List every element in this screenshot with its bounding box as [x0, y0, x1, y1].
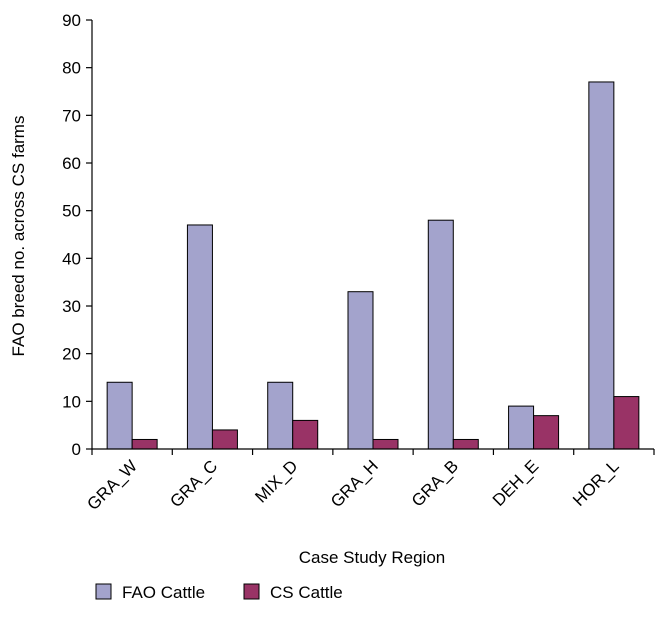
bar-fao-cattle-gra_h [347, 291, 374, 450]
bar-fao-cattle-gra_w [106, 381, 133, 450]
bar-fao-cattle-gra_b [427, 219, 454, 450]
bar-cs-cattle-hor_l [613, 396, 640, 450]
legend-swatch-cs-cattle [243, 583, 260, 600]
x-tick-label: HOR_L [569, 456, 623, 510]
bar-cs-cattle-deh_e [533, 415, 560, 450]
y-tick-label: 0 [72, 440, 81, 459]
bar-fao-cattle-hor_l [588, 81, 615, 450]
x-axis-title: Case Study Region [299, 548, 445, 567]
bar-cs-cattle-gra_h [372, 438, 399, 450]
bar-cs-cattle-gra_c [211, 429, 238, 450]
y-tick-label: 60 [62, 154, 81, 173]
bars [106, 81, 640, 450]
bar-cs-cattle-gra_b [452, 438, 479, 450]
y-tick-label: 90 [62, 11, 81, 30]
x-tick-label: GRA_C [166, 456, 221, 511]
y-tick-label: 70 [62, 106, 81, 125]
x-tick-label: GRA_B [408, 456, 462, 510]
bar-fao-cattle-gra_c [186, 224, 213, 450]
bar-cs-cattle-gra_w [131, 438, 158, 450]
y-tick-label: 50 [62, 202, 81, 221]
y-tick-label: 30 [62, 297, 81, 316]
legend-swatch-fao-cattle [95, 583, 112, 600]
x-tick-label: GRA_H [327, 456, 382, 511]
y-axis-ticks: 0 10 20 30 40 50 60 70 80 90 [62, 11, 92, 459]
y-tick-label: 80 [62, 59, 81, 78]
y-tick-label: 40 [62, 249, 81, 268]
x-tick-label: MIX_D [251, 456, 301, 506]
bar-fao-cattle-deh_e [508, 405, 535, 450]
legend: FAO Cattle CS Cattle [95, 583, 343, 602]
x-axis-ticks: GRA_W GRA_C MIX_D GRA_H GRA_B DEH_E HOR_L [83, 449, 655, 514]
y-tick-label: 20 [62, 345, 81, 364]
x-tick-label: DEH_E [489, 456, 543, 510]
bar-cs-cattle-mix_d [292, 419, 319, 450]
legend-label-fao-cattle: FAO Cattle [122, 583, 205, 602]
y-axis-title: FAO breed no. across CS farms [9, 116, 28, 357]
legend-label-cs-cattle: CS Cattle [270, 583, 343, 602]
bar-fao-cattle-mix_d [267, 381, 294, 450]
y-tick-label: 10 [62, 392, 81, 411]
x-tick-label: GRA_W [83, 456, 141, 514]
